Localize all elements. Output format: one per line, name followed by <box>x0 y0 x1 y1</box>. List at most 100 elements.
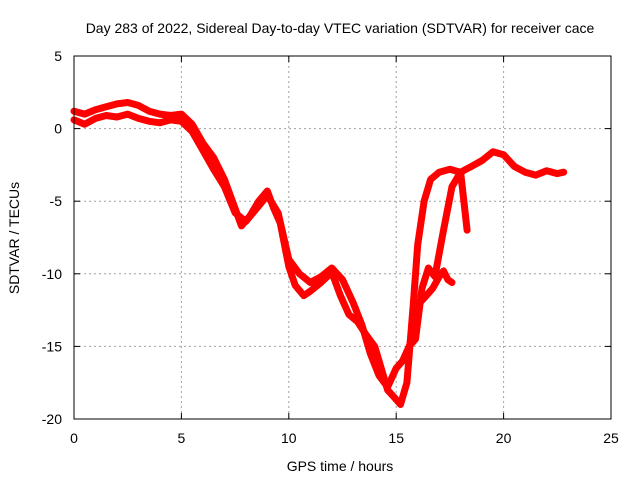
data-point <box>412 314 419 321</box>
data-point <box>284 252 291 259</box>
data-point <box>361 328 367 335</box>
data-point <box>450 167 457 174</box>
data-point <box>374 354 381 361</box>
data-point <box>441 270 448 277</box>
data-point <box>525 170 532 177</box>
data-point <box>146 108 153 115</box>
data-point <box>135 102 142 109</box>
y-tick-label: -15 <box>42 338 62 354</box>
data-point <box>362 332 369 339</box>
y-tick-label: -5 <box>50 193 63 209</box>
data-point <box>92 106 99 113</box>
y-axis-label: SDTVAR / TECUs <box>6 182 22 294</box>
main-trace-band <box>70 99 568 408</box>
data-point <box>351 303 358 310</box>
data-point <box>333 282 340 289</box>
y-tick-label: 5 <box>54 48 62 64</box>
data-point <box>340 298 347 305</box>
data-point <box>304 290 311 297</box>
data-point <box>347 293 354 300</box>
data-point <box>441 220 448 226</box>
data-point <box>423 190 430 197</box>
data-point <box>436 169 443 176</box>
data-point <box>196 141 203 148</box>
data-point <box>529 171 536 178</box>
data-point <box>413 310 420 317</box>
data-point <box>436 250 443 257</box>
data-point <box>131 101 138 108</box>
data-point <box>532 172 539 179</box>
data-point <box>516 166 523 173</box>
data-point <box>358 321 365 328</box>
data-point <box>405 347 412 353</box>
data-point <box>277 221 284 228</box>
data-point <box>446 194 453 201</box>
data-point <box>307 279 314 286</box>
data-point <box>328 265 335 271</box>
data-point <box>332 279 339 286</box>
data-point <box>279 229 286 236</box>
data-point <box>411 318 418 324</box>
data-point <box>117 113 124 119</box>
data-point <box>189 121 196 128</box>
data-point <box>128 112 135 119</box>
data-point <box>348 296 355 303</box>
data-point <box>275 209 282 216</box>
data-point <box>92 115 99 122</box>
data-point <box>434 258 441 265</box>
data-point <box>440 267 447 274</box>
data-point <box>212 157 219 164</box>
y-tick-label: -20 <box>42 411 62 427</box>
tick-labels: 0 5 10 15 20 25 5 0 -5 -10 -15 -20 <box>42 48 619 446</box>
data-point <box>331 267 338 274</box>
data-point <box>359 325 366 332</box>
x-tick-label: 5 <box>178 430 186 446</box>
data-point <box>213 160 220 167</box>
data-point <box>506 157 512 164</box>
data-point <box>543 167 550 174</box>
data-point <box>128 100 135 107</box>
data-point <box>536 170 543 177</box>
data-point <box>164 117 171 124</box>
data-point <box>373 365 380 372</box>
data-point <box>407 336 414 343</box>
data-point <box>445 201 452 208</box>
data-point <box>368 354 375 361</box>
data-point <box>493 149 500 156</box>
data-point <box>198 144 205 151</box>
data-point <box>436 246 443 253</box>
data-point <box>446 198 453 205</box>
data-point <box>371 361 378 368</box>
x-tick-label: 20 <box>496 430 512 446</box>
data-point <box>124 99 131 106</box>
data-point <box>336 289 343 296</box>
data-point <box>365 343 372 350</box>
data-point <box>439 235 445 241</box>
data-point <box>281 236 288 243</box>
data-point <box>221 183 228 190</box>
data-point <box>353 307 360 314</box>
data-point <box>334 270 341 277</box>
x-tick-label: 0 <box>70 430 78 446</box>
data-point <box>399 394 406 401</box>
data-point <box>398 397 405 404</box>
data-point <box>448 187 455 194</box>
data-point <box>367 350 374 357</box>
data-point <box>409 325 416 332</box>
data-point <box>300 292 307 299</box>
data-point <box>426 180 433 186</box>
data-point <box>201 150 208 157</box>
data-point <box>554 170 561 177</box>
data-point <box>131 114 138 120</box>
data-point <box>388 374 395 381</box>
data-point <box>278 225 285 232</box>
data-point <box>135 115 142 122</box>
data-point <box>354 310 361 317</box>
data-point <box>418 216 425 223</box>
data-point <box>370 357 377 364</box>
data-point <box>336 273 343 280</box>
data-point <box>423 271 430 278</box>
data-point <box>224 190 230 197</box>
data-point <box>276 217 283 224</box>
data-point <box>192 134 199 141</box>
